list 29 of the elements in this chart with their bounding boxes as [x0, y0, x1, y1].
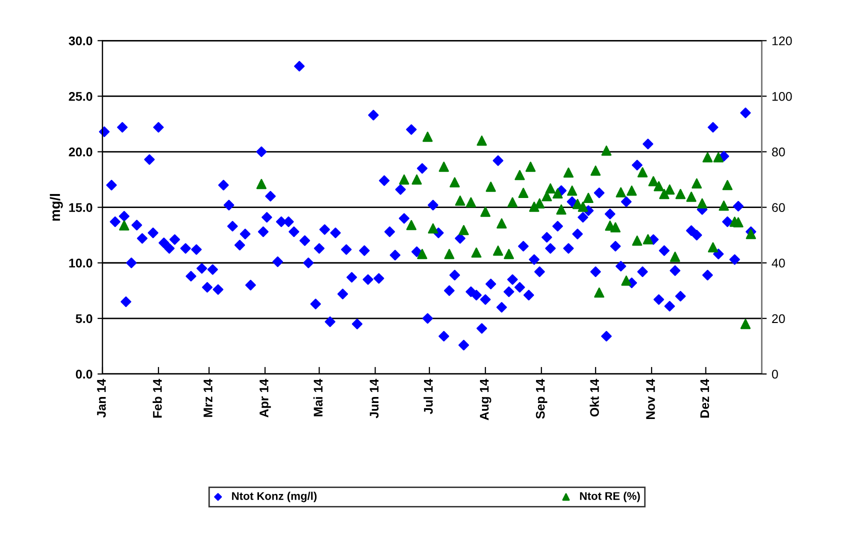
x-tick-label: Jun 14 [370, 378, 379, 418]
y-tick-label: 30.0 [68, 36, 92, 46]
y2-tick-label: 100 [772, 92, 792, 101]
x-tick-label: Apr 14 [260, 378, 271, 418]
legend-label: Ntot Konz (mg/l) [232, 492, 317, 502]
x-tick-label: Dez 14 [700, 378, 710, 418]
x-tick-label: Nov 14 [646, 378, 655, 419]
y2-tick-label: 20 [772, 314, 785, 324]
y-tick-label: 25.0 [68, 92, 92, 101]
y-tick-label: 20.0 [68, 148, 92, 156]
y2-tick-label: 120 [772, 36, 792, 46]
x-tick-label: Jul 14 [424, 378, 433, 414]
legend-label: Ntot RE (%) [580, 492, 640, 502]
x-tick-label: Mai 14 [313, 378, 323, 416]
x-tick-label: Okt 14 [590, 378, 599, 417]
y2-tick-label: 0 [772, 370, 778, 379]
y-tick-label: 15.0 [69, 203, 92, 212]
y-tick-label: 10.0 [69, 258, 92, 268]
y-axis-title: mg/l [50, 194, 63, 221]
x-tick-label: Feb 14 [152, 378, 162, 418]
x-tick-label: Sep 14 [536, 378, 548, 419]
y2-tick-label: 40 [772, 258, 785, 268]
y-tick-label: 0.0 [76, 370, 92, 379]
x-tick-label: Aug 14 [480, 378, 492, 420]
x-tick-label: Mrz 14 [204, 378, 212, 417]
y2-tick-label: 80 [772, 148, 785, 156]
y-tick-label: 5.0 [76, 314, 92, 324]
x-tick-label: Jan 14 [97, 378, 106, 418]
y2-tick-label: 60 [772, 203, 785, 212]
